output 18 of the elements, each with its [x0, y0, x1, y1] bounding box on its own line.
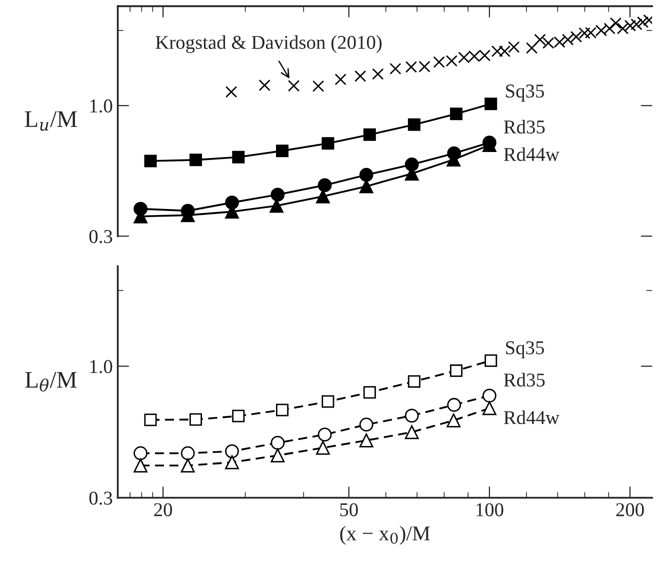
y-tick-label: 0.3 [89, 492, 112, 505]
series-label: Rd44w [504, 147, 560, 162]
series-label: Rd35 [504, 372, 545, 387]
x-axis-title: (x − x$_{0}$)/M [340, 526, 430, 545]
x-tick-label: 20 [154, 503, 172, 516]
x-tick-label: 200 [616, 503, 644, 516]
y-tick-label: 1.0 [90, 360, 112, 374]
series-label: Rd35 [504, 120, 545, 134]
y-axis-title: L$_{θ}$/M [25, 372, 77, 392]
x-tick-label: 100 [476, 503, 504, 516]
y-axis-title: L$_{u}$/M [24, 111, 77, 131]
y-tick-label: 0.3 [89, 230, 112, 244]
series-label: Sq35 [506, 84, 544, 102]
series-label: Rd44w [504, 410, 560, 424]
x-tick-label: 50 [340, 503, 358, 516]
series-label: Sq35 [506, 341, 544, 358]
y-tick-label: 1.0 [90, 99, 112, 113]
annotation: Krogstad & Davidson (2010) [156, 35, 382, 53]
